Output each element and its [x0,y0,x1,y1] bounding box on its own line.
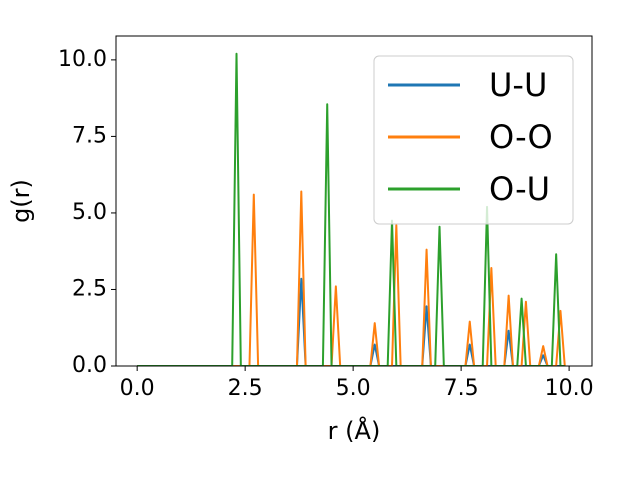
legend-box [373,55,574,225]
x-tick-label: 0.0 [120,376,155,401]
series-line [137,190,566,366]
x-axis-label: r (Å) [328,416,381,445]
legend-label: U-U [489,66,547,104]
plot-frame [115,35,593,367]
x-tick-label: 10.0 [545,376,594,401]
y-tick-label: 10.0 [58,47,107,72]
y-tick-label: 7.5 [72,123,107,148]
legend-label: O-O [489,118,553,156]
y-tick-label: 0.0 [72,353,107,378]
series-line [137,277,565,366]
x-tick-label: 5.0 [336,376,371,401]
legend-label: O-U [489,170,550,208]
y-tick-label: 5.0 [72,200,107,225]
x-tick-label: 7.5 [444,376,479,401]
x-tick-label: 2.5 [228,376,263,401]
y-tick-label: 2.5 [72,276,107,301]
y-axis-label: g(r) [7,179,35,223]
